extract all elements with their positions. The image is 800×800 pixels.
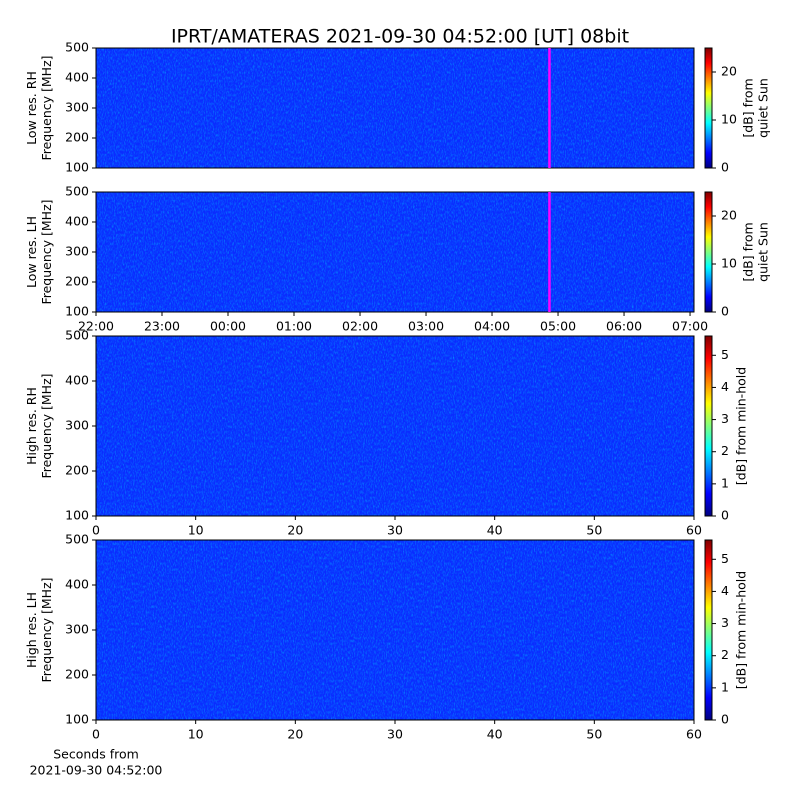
x-tick-label: 10 bbox=[188, 727, 204, 742]
y-tick-label: 100 bbox=[65, 508, 89, 523]
y-tick-label: 100 bbox=[65, 712, 89, 727]
y-tick-label: 200 bbox=[65, 667, 89, 682]
x-tick-label: 04:00 bbox=[474, 319, 510, 334]
x-tick-label: 07:00 bbox=[672, 319, 708, 334]
y-tick-label: 200 bbox=[65, 463, 89, 478]
y-tick-label: 300 bbox=[65, 418, 89, 433]
colorbar-label: [dB] from min-hold bbox=[734, 367, 749, 485]
colorbar-label: [dB] from bbox=[741, 78, 756, 137]
x-tick-label: 10 bbox=[188, 523, 204, 538]
colorbar-label: quiet Sun bbox=[756, 78, 771, 138]
colorbar-tick-label: 3 bbox=[721, 411, 729, 426]
y-tick-label: 400 bbox=[65, 70, 89, 85]
x-tick-label: 40 bbox=[487, 523, 503, 538]
colorbar-tick-label: 1 bbox=[721, 679, 729, 694]
y-tick-label: 400 bbox=[65, 577, 89, 592]
colorbar bbox=[704, 47, 713, 169]
figure-title: IPRT/AMATERAS 2021-09-30 04:52:00 [UT] 0… bbox=[171, 26, 629, 48]
spectrogram-texture bbox=[96, 192, 694, 312]
colorbar-tick-label: 0 bbox=[721, 508, 729, 523]
x-tick-label: 40 bbox=[487, 727, 503, 742]
colorbar bbox=[704, 191, 713, 313]
x-tick-label: 01:00 bbox=[276, 319, 312, 334]
y-tick-label: 100 bbox=[65, 304, 89, 319]
x-tick-label: 20 bbox=[287, 523, 303, 538]
x-tick-label: 06:00 bbox=[606, 319, 642, 334]
x-tick-label: 60 bbox=[686, 727, 702, 742]
y-tick-label: 500 bbox=[65, 40, 89, 55]
y-axis-label: Frequency [MHz] bbox=[39, 577, 54, 682]
y-axis-label: High res. RH bbox=[24, 387, 39, 465]
y-tick-label: 100 bbox=[65, 160, 89, 175]
x-tick-label: 50 bbox=[586, 523, 602, 538]
colorbar-tick-label: 2 bbox=[721, 647, 729, 662]
y-tick-label: 200 bbox=[65, 274, 89, 289]
x-tick-label: 0 bbox=[92, 727, 100, 742]
colorbar-tick-label: 5 bbox=[721, 347, 729, 362]
y-tick-label: 300 bbox=[65, 100, 89, 115]
x-tick-label: 22:00 bbox=[78, 319, 114, 334]
y-axis-label: High res. LH bbox=[24, 592, 39, 668]
x-tick-label: 23:00 bbox=[144, 319, 180, 334]
y-tick-label: 400 bbox=[65, 214, 89, 229]
y-tick-label: 400 bbox=[65, 373, 89, 388]
y-axis-label: Frequency [MHz] bbox=[39, 55, 54, 160]
colorbar-tick-label: 4 bbox=[721, 583, 729, 598]
colorbar-tick-label: 4 bbox=[721, 379, 729, 394]
y-tick-label: 500 bbox=[65, 532, 89, 547]
x-tick-label: 20 bbox=[287, 727, 303, 742]
x-tick-label: 00:00 bbox=[210, 319, 246, 334]
spectrogram-texture bbox=[96, 540, 694, 720]
colorbar-tick-label: 20 bbox=[721, 208, 737, 223]
y-axis-label: Frequency [MHz] bbox=[39, 199, 54, 304]
x-tick-label: 05:00 bbox=[540, 319, 576, 334]
colorbar-tick-label: 1 bbox=[721, 475, 729, 490]
y-tick-label: 500 bbox=[65, 328, 89, 343]
x-tick-label: 30 bbox=[387, 523, 403, 538]
x-tick-label: 03:00 bbox=[408, 319, 444, 334]
colorbar-label: [dB] from min-hold bbox=[734, 571, 749, 689]
colorbar-tick-label: 0 bbox=[721, 160, 729, 175]
x-axis-label: 2021-09-30 04:52:00 bbox=[30, 763, 163, 778]
colorbar-tick-label: 5 bbox=[721, 551, 729, 566]
colorbar bbox=[704, 335, 713, 517]
colorbar-label: quiet Sun bbox=[756, 222, 771, 282]
colorbar-tick-label: 3 bbox=[721, 615, 729, 630]
colorbar-tick-label: 10 bbox=[721, 112, 737, 127]
x-tick-label: 50 bbox=[586, 727, 602, 742]
x-axis-label: Seconds from bbox=[53, 747, 139, 762]
spectrogram-texture bbox=[96, 48, 694, 168]
colorbar-tick-label: 10 bbox=[721, 256, 737, 271]
x-tick-label: 30 bbox=[387, 727, 403, 742]
x-tick-label: 0 bbox=[92, 523, 100, 538]
y-axis-label: Low res. RH bbox=[24, 71, 39, 145]
x-tick-label: 60 bbox=[686, 523, 702, 538]
x-tick-label: 02:00 bbox=[342, 319, 378, 334]
colorbar-tick-label: 20 bbox=[721, 64, 737, 79]
y-tick-label: 300 bbox=[65, 622, 89, 637]
colorbar bbox=[704, 539, 713, 721]
y-tick-label: 200 bbox=[65, 130, 89, 145]
spectrogram-texture bbox=[96, 336, 694, 516]
y-tick-label: 500 bbox=[65, 184, 89, 199]
colorbar-label: [dB] from bbox=[741, 222, 756, 281]
colorbar-tick-label: 0 bbox=[721, 304, 729, 319]
y-axis-label: Low res. LH bbox=[24, 216, 39, 288]
colorbar-tick-label: 0 bbox=[721, 712, 729, 727]
y-tick-label: 300 bbox=[65, 244, 89, 259]
colorbar-tick-label: 2 bbox=[721, 443, 729, 458]
y-axis-label: Frequency [MHz] bbox=[39, 373, 54, 478]
